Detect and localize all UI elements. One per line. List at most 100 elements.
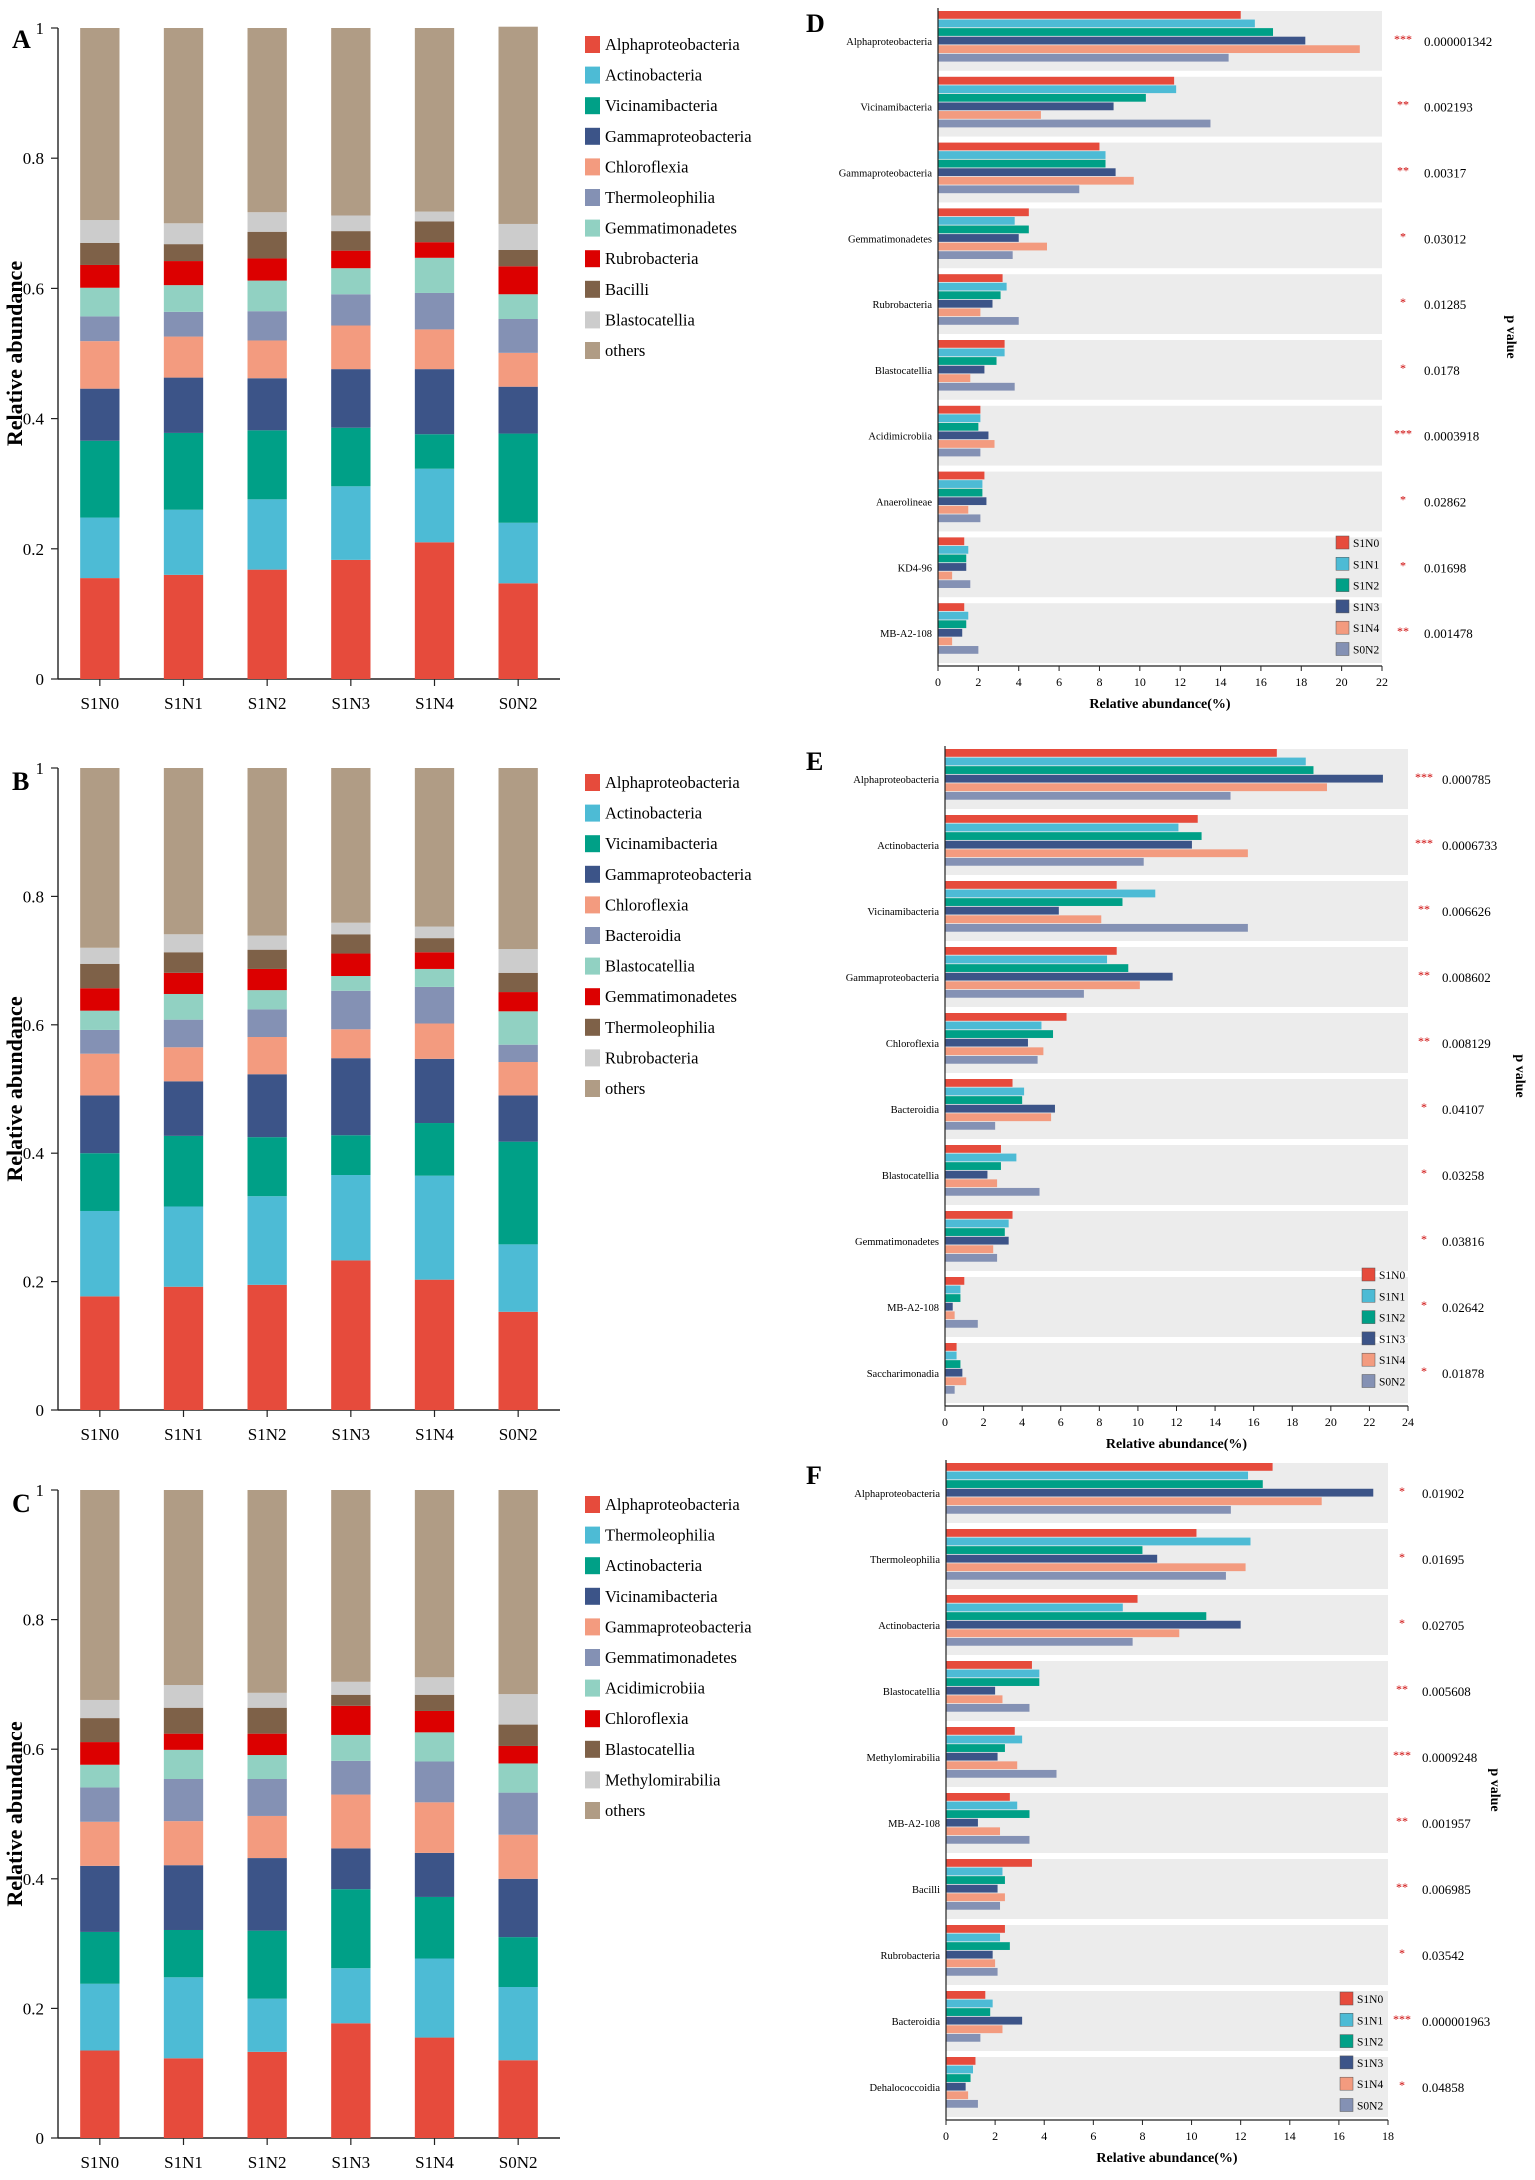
significance-stars: *** [1393,1748,1411,1762]
legend-label: Gammaproteobacteria [605,127,752,146]
legend-swatch [585,1618,600,1636]
x-tick-label: 18 [1286,1415,1298,1429]
legend-swatch [1335,557,1350,571]
legend-label: S0N2 [1357,2101,1383,2113]
legend-swatch [585,1049,600,1067]
bar-segment-thermoleophilia-s1n0 [80,1983,120,2051]
bar-s1n4-saccharimonadia [945,1377,967,1386]
bar-s0n2-gemmatimonadetes [945,1253,998,1262]
bar-s1n3-anaerolineae [938,497,987,506]
bar-s0n2-mb-a2-108 [945,1319,978,1328]
bar-segment-acidimicrobiia-s1n4 [414,1732,455,1762]
bar-segment-vicinamibacteria-s0n2 [498,1141,538,1245]
bar-segment-gammaproteobacteria-s1n3 [331,1794,371,1849]
x-tick-label: S1N2 [248,2153,287,2172]
legend-swatch [585,280,600,298]
bar-segment-blastocatellia-s1n0 [80,1718,120,1743]
x-tick-label: 2 [975,675,981,689]
bar-s1n3-saccharimonadia [945,1368,963,1377]
bar-segment-actinobacteria-s1n2 [247,499,287,570]
significance-stars: ** [1397,164,1409,178]
bar-s1n3-gemmatimonadetes [938,234,1019,242]
bar-segment-actinobacteria-s1n2 [247,1930,287,1999]
bar-s1n2-gemmatimonadetes [945,1228,1005,1236]
bar-s1n1-vicinamibacteria [945,889,1156,898]
x-tick-label: S1N1 [164,694,203,713]
p-value: 0.006626 [1442,904,1491,919]
bar-segment-gammaproteobacteria-s1n1 [163,377,204,433]
bar-s1n2-actinobacteria [945,832,1202,840]
bar-segment-actinobacteria-s1n0 [80,1931,120,1984]
category-label: Saccharimonadia [867,1369,940,1380]
significance-stars: ** [1397,624,1409,638]
bar-segment-chloroflexia-s1n1 [163,1047,204,1082]
bar-s1n3-gemmatimonadetes [945,1236,1009,1245]
bar-segment-blastocatellia-s1n2 [247,212,287,232]
y-tick-label: 0 [36,1401,45,1420]
y-axis-label: Relative abundance [2,1721,27,1906]
legend-label: S1N1 [1353,559,1379,571]
panel-letter-F: F [806,1461,822,1490]
legend-swatch [1335,642,1350,656]
y-tick-label: 0.6 [23,279,44,298]
legend-swatch [585,158,600,176]
bar-s1n2-saccharimonadia [945,1360,961,1368]
bar-s1n0-saccharimonadia [945,1343,957,1351]
bar-segment-thermoleophilia-s0n2 [498,1987,538,2061]
bar-s1n3-rubrobacteria [938,299,993,308]
legend-label: others [605,1801,645,1820]
bar-segment-chloroflexia-s1n3 [331,1705,371,1735]
p-value: 0.001478 [1424,626,1473,641]
bar-segment-blastocatellia-s1n0 [80,220,120,243]
category-label: Bacteroidia [891,1105,940,1116]
bar-s1n1-blastocatellia [938,348,1005,357]
bar-s1n0-blastocatellia [938,340,1005,348]
bar-segment-others-s1n0 [80,28,120,221]
bar-segment-gammaproteobacteria-s1n1 [163,1821,204,1866]
bar-s0n2-rubrobacteria [938,317,1019,325]
significance-stars: * [1399,1616,1405,1630]
bar-segment-alphaproteobacteria-s1n0 [80,1296,120,1410]
category-label: Blastocatellia [882,1171,939,1182]
bar-s1n2-thermoleophilia [946,1546,1143,1554]
x-tick-label: S1N0 [80,1425,119,1444]
bar-segment-chloroflexia-s1n4 [414,329,455,370]
bar-s1n1-saccharimonadia [945,1351,957,1360]
legend-label: S1N4 [1357,2079,1383,2091]
bar-s1n3-mb-a2-108 [938,628,963,637]
bar-segment-methylomirabilia-s1n4 [414,1677,455,1695]
bar-segment-thermoleophilia-s1n3 [331,1968,371,2024]
bar-segment-rubrobacteria-s1n0 [80,264,120,288]
bar-segment-actinobacteria-s1n0 [80,517,120,579]
bar-s1n3-chloroflexia [945,1038,1028,1047]
legend-label: Actinobacteria [605,66,703,85]
p-value: 0.001957 [1422,1816,1471,1831]
bar-s1n3-thermoleophilia [946,1554,1158,1563]
legend-label: Chloroflexia [605,1709,689,1728]
bar-s1n2-dehalococcoidia [946,2074,971,2082]
bar-segment-others-s1n3 [331,28,371,216]
x-tick-label: 20 [1336,675,1348,689]
category-label: Gemmatimonadetes [848,234,932,245]
legend-label: Actinobacteria [605,1556,703,1575]
bar-segment-alphaproteobacteria-s0n2 [498,2060,538,2138]
bar-s1n3-gammaproteobacteria [945,972,1173,981]
bar-s1n0-vicinamibacteria [945,881,1117,889]
significance-stars: *** [1415,770,1433,784]
significance-stars: ** [1418,968,1430,982]
legend-label: S1N2 [1353,581,1379,593]
bar-segment-actinobacteria-s1n3 [331,486,371,560]
x-tick-label: 10 [1186,2129,1198,2143]
bar-segment-thermoleophilia-s1n2 [247,311,287,341]
legend-label: Alphaproteobacteria [605,1495,740,1514]
legend-label: Bacteroidia [605,926,682,945]
bar-segment-others-s0n2 [498,768,538,950]
legend-label: S1N1 [1357,2015,1383,2027]
legend-label: S0N2 [1353,645,1379,657]
y-axis-label: Relative abundance [2,996,27,1181]
bar-s1n2-bacteroidia [945,1096,1023,1104]
bar-s1n3-bacteroidia [946,2016,1023,2025]
bar-s1n1-gemmatimonadetes [945,1219,1009,1228]
legend-swatch [585,1740,600,1758]
bar-segment-methylomirabilia-s1n0 [80,1699,120,1719]
